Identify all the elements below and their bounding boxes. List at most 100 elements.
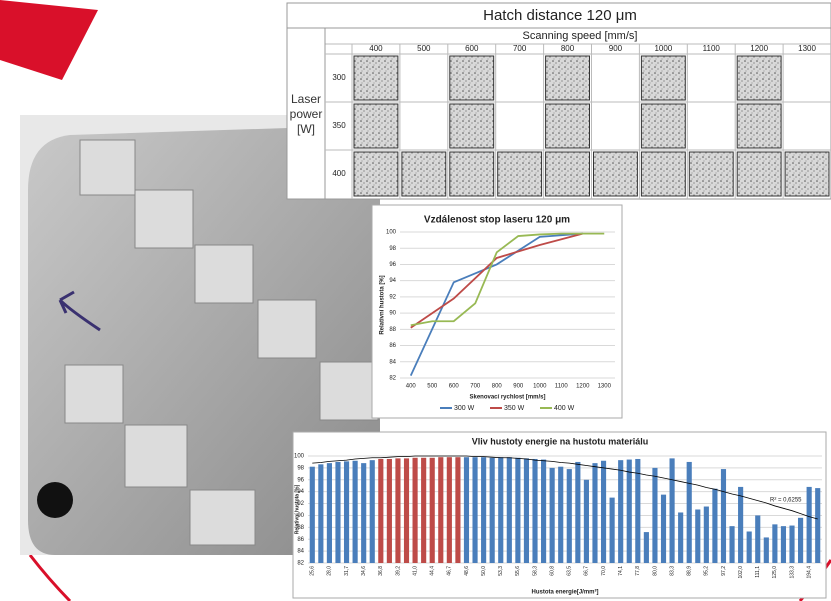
y-tick-label: 82: [297, 561, 304, 567]
bar: [447, 457, 452, 563]
x-tick-label: 66,7: [584, 566, 590, 576]
micrograph: [785, 152, 829, 196]
x-tick-label: 500: [427, 384, 438, 390]
x-tick-label: 400: [406, 384, 417, 390]
x-tick-label: 800: [492, 384, 503, 390]
bar: [472, 457, 477, 563]
legend-label: 400 W: [554, 405, 575, 412]
x-tick-label: 50,0: [481, 566, 487, 576]
bar: [481, 457, 486, 563]
column-label: 900: [609, 44, 623, 53]
micrograph: [354, 152, 398, 196]
bar: [413, 458, 418, 563]
bar: [438, 457, 443, 563]
bar: [455, 457, 460, 563]
bar: [644, 532, 649, 563]
bar: [635, 459, 640, 563]
arc: [30, 555, 70, 601]
y-tick-label: 84: [389, 359, 396, 365]
bar: [335, 462, 340, 563]
bar: [421, 458, 426, 563]
bar: [747, 531, 752, 563]
x-tick-label: 600: [449, 384, 460, 390]
bar: [781, 526, 786, 563]
column-label: 1200: [750, 44, 768, 53]
bar: [687, 462, 692, 563]
chart-title: Vliv hustoty energie na hustotu materiál…: [472, 436, 649, 446]
micrograph: [354, 104, 398, 148]
x-tick-label: 36,8: [378, 566, 384, 576]
x-tick-label: 31,7: [344, 566, 350, 576]
x-tick-label: 41,0: [412, 566, 418, 576]
legend-label: 300 W: [454, 405, 475, 412]
bar: [327, 463, 332, 563]
y-tick-label: 90: [389, 311, 396, 317]
bar: [798, 518, 803, 563]
x-tick-label: 102,0: [738, 566, 744, 579]
canvas: Hatch distance 120 μm Scanning speed [mm…: [0, 0, 831, 601]
bar: [310, 467, 315, 563]
column-header: Scanning speed [mm/s]: [523, 30, 638, 42]
x-tick-label: 44,4: [430, 566, 436, 576]
bar: [721, 469, 726, 563]
bar: [610, 498, 615, 563]
y-tick-label: 96: [297, 477, 304, 483]
bar: [678, 512, 683, 563]
x-tick-label: 53,3: [498, 566, 504, 576]
x-tick-label: 1100: [555, 384, 569, 390]
bar: [515, 458, 520, 563]
bar: [378, 459, 383, 563]
y-tick-label: 88: [389, 327, 396, 333]
y-axis-label: Relativní hustota [%]: [380, 275, 386, 334]
x-tick-label: 95,2: [704, 566, 710, 576]
bar: [430, 458, 435, 563]
y-tick-label: 92: [389, 294, 396, 300]
x-tick-label: 83,3: [669, 566, 675, 576]
micrograph: [737, 56, 781, 100]
bar: [789, 526, 794, 563]
annotation: R² = 0,6255: [770, 498, 802, 504]
chart-title: Vzdálenost stop laseru 120 μm: [424, 215, 570, 226]
x-tick-label: 28,0: [327, 566, 333, 576]
micrograph: [402, 152, 446, 196]
column-label: 800: [561, 44, 575, 53]
bar: [370, 460, 375, 563]
column-label: 400: [369, 44, 383, 53]
bar: [618, 460, 623, 563]
micrograph: [641, 56, 685, 100]
bar: [498, 457, 503, 563]
x-tick-label: 25,6: [310, 566, 316, 576]
x-tick-label: 1300: [598, 384, 612, 390]
bar: [661, 495, 666, 563]
bar: [361, 463, 366, 563]
x-axis-label: Hustota energie[J/mm³]: [531, 589, 598, 596]
row-header: Laser power [W]: [287, 92, 325, 137]
micrograph: [546, 152, 590, 196]
bar: [772, 524, 777, 563]
bar: [404, 458, 409, 563]
y-tick-label: 98: [297, 465, 304, 471]
x-tick-label: 133,3: [789, 566, 795, 579]
y-tick-label: 100: [294, 454, 305, 460]
bar: [652, 468, 657, 563]
bar: [729, 526, 734, 563]
micrograph: [641, 104, 685, 148]
micrograph: [641, 152, 685, 196]
x-tick-label: 63,5: [567, 566, 573, 576]
bar: [601, 461, 606, 563]
micrograph: [498, 152, 542, 196]
x-tick-label: 125,0: [772, 566, 778, 579]
y-axis-label: Relativní hustota [%]: [294, 484, 300, 534]
x-tick-label: 80,0: [652, 566, 658, 576]
micrograph: [546, 56, 590, 100]
x-tick-label: 77,8: [635, 566, 641, 576]
x-tick-label: 111,1: [755, 566, 761, 578]
column-label: 1000: [654, 44, 672, 53]
x-tick-label: 900: [513, 384, 524, 390]
micrograph: [737, 152, 781, 196]
bar: [592, 463, 597, 563]
bar: [558, 467, 563, 563]
x-tick-label: 74,1: [618, 566, 624, 576]
row-label: 300: [332, 73, 346, 82]
x-axis-label: Skenovací rychlost [mm/s]: [469, 395, 545, 401]
